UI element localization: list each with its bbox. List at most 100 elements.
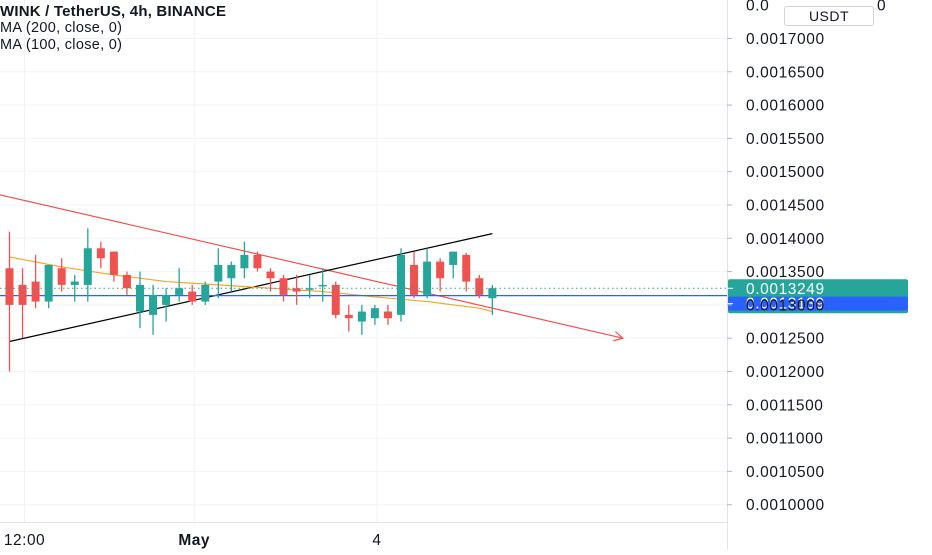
candle [201,281,210,305]
candle [188,284,197,305]
candle [175,268,184,302]
candle-body [266,271,275,279]
candle [5,231,14,372]
candle [18,268,27,339]
candle [253,251,262,272]
ma-200-legend[interactable]: MA (200, close, 0) [0,20,123,36]
candle-body [279,278,288,295]
candle-body [475,278,484,295]
price-tick-label: 0.0013000 [746,297,825,314]
candle [96,241,105,269]
price-tick-label: 0.0011000 [746,431,824,448]
candle-body [305,288,314,290]
candle [331,281,340,319]
time-tick-label: May [178,532,210,549]
candle-body [175,288,184,295]
price-tick-label: 0.0017000 [746,31,825,48]
candle [383,304,392,325]
candle [423,248,432,299]
grid [0,0,727,522]
candle [240,241,249,279]
candle-body [397,254,405,315]
price-tick-label: 0.0011500 [746,397,824,414]
candle-body [70,281,79,285]
candle [31,254,40,309]
time-tick-label: 12:00 [4,532,45,549]
candle-body [214,264,223,282]
last-price-label: 0.0013249 [746,281,825,298]
candle-body [227,264,236,279]
trendlines[interactable] [0,185,625,343]
candle-body [410,264,419,295]
candle [44,264,53,309]
candle-body [5,268,14,305]
candle [136,271,144,329]
ma-200-line [9,256,493,313]
candle [109,251,118,282]
candle-body [96,248,105,259]
candle [475,274,484,299]
price-tick-label: 0.0012500 [746,331,825,348]
axes: 0.00100000.00105000.00110000.00115000.00… [0,0,886,550]
candle-body [57,268,66,285]
candle-body [188,291,197,302]
candles [5,228,497,372]
price-tick-label-partial-tail: 0 [877,0,886,15]
candle-body [383,311,392,319]
ma-price-label-bg [728,296,908,311]
price-tick-label: 0.0010000 [746,497,825,514]
candle-body [331,284,340,315]
candle [149,284,158,335]
candle-body [344,314,353,319]
price-tick-label: 0.0013500 [746,264,825,281]
candle-body [31,281,40,302]
price-tick-label: 0.0014500 [746,197,825,214]
currency-button[interactable]: USDT [784,6,874,26]
candle-body [122,274,131,289]
candle-body [240,254,249,269]
candle [162,288,171,322]
candle [292,274,301,305]
trendline-arrowhead [613,331,625,342]
candle [410,251,419,299]
candle-body [253,254,262,269]
candle-body [318,284,327,287]
candle-body [109,251,118,275]
candle-body [370,308,379,319]
price-tick-label-partial: 0.0 [746,0,769,15]
candle-body [357,311,366,322]
symbol-title[interactable]: WINK / TetherUS, 4h, BINANCE [0,3,227,20]
candle [70,274,79,302]
candle-body [201,284,210,302]
candle [305,274,314,299]
candle [57,258,66,292]
candle [214,248,223,299]
price-tick-label: 0.0012000 [746,364,825,381]
candle-body [44,264,53,302]
descending-trendline[interactable] [0,185,623,339]
candle-body [292,288,301,292]
candle [318,268,327,302]
candle-body [149,294,158,315]
candle-body [18,284,27,305]
candle [462,252,471,292]
candle [357,304,366,335]
candle-body [136,284,144,312]
price-tick-label: 0.0015000 [746,164,825,181]
price-tick-label: 0.0015500 [746,131,825,148]
candle-body [162,294,171,305]
candle [449,251,458,279]
price-tick-label: 0.0010500 [746,464,825,481]
candle-body [436,261,445,279]
chart-legend: WINK / TetherUS, 4h, BINANCE MA (200, cl… [0,3,226,54]
candle [227,261,236,292]
price-tick-label: 0.0016000 [746,98,825,115]
candle-body [449,251,458,265]
candle [83,228,92,302]
candle [488,284,497,315]
candle [266,268,275,292]
ma-100-legend[interactable]: MA (100, close, 0) [0,37,123,53]
ma-price-label: 0.0013139 [746,296,825,313]
